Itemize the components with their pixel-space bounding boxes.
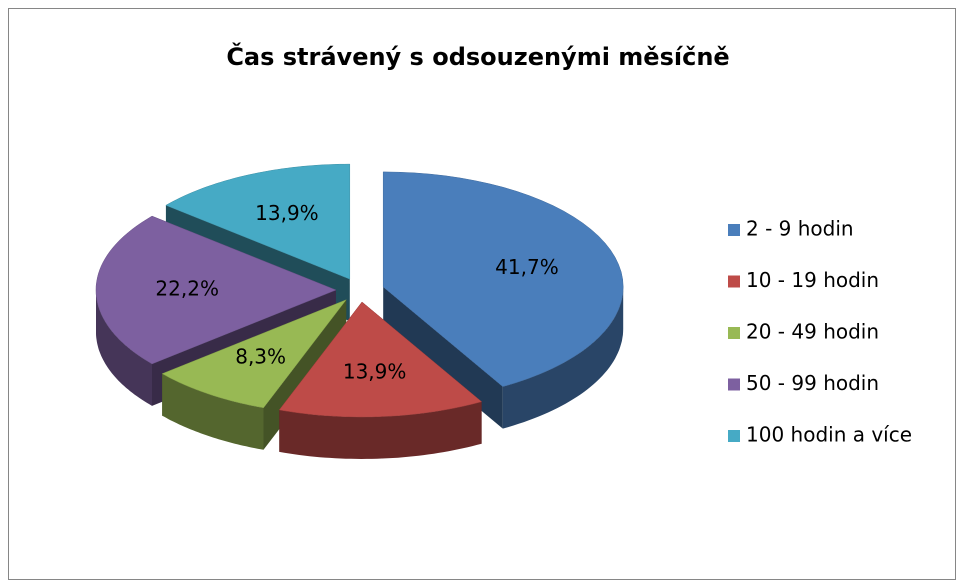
legend-label: 2 - 9 hodin: [746, 217, 854, 241]
legend-label: 50 - 99 hodin: [746, 371, 879, 395]
legend-label: 20 - 49 hodin: [746, 320, 879, 344]
slice: [382, 171, 624, 387]
legend-swatch: [728, 430, 740, 442]
data-label: 13,9%: [343, 360, 407, 384]
slice-wall: [96, 290, 152, 406]
legend-label: 100 hodin a více: [746, 423, 912, 447]
slice-wall: [502, 286, 624, 429]
legend-swatch: [728, 275, 740, 288]
legend-swatch: [728, 224, 740, 236]
slice: [165, 163, 351, 280]
data-label: 22,2%: [155, 277, 219, 301]
chart-title: Čas strávený s odsouzenými měsíčně: [226, 41, 729, 71]
slice-wall: [162, 373, 264, 450]
legend-label: 10 - 19 hodin: [746, 268, 879, 292]
data-label: 8,3%: [235, 345, 286, 369]
legend-swatch: [728, 327, 740, 339]
legend-swatch: [728, 378, 740, 391]
data-label: 13,9%: [255, 201, 319, 225]
slice-side: [383, 286, 503, 429]
data-label: 41,7%: [495, 255, 559, 279]
slice: [161, 299, 347, 409]
slice: [95, 215, 337, 365]
slice: [278, 301, 483, 418]
